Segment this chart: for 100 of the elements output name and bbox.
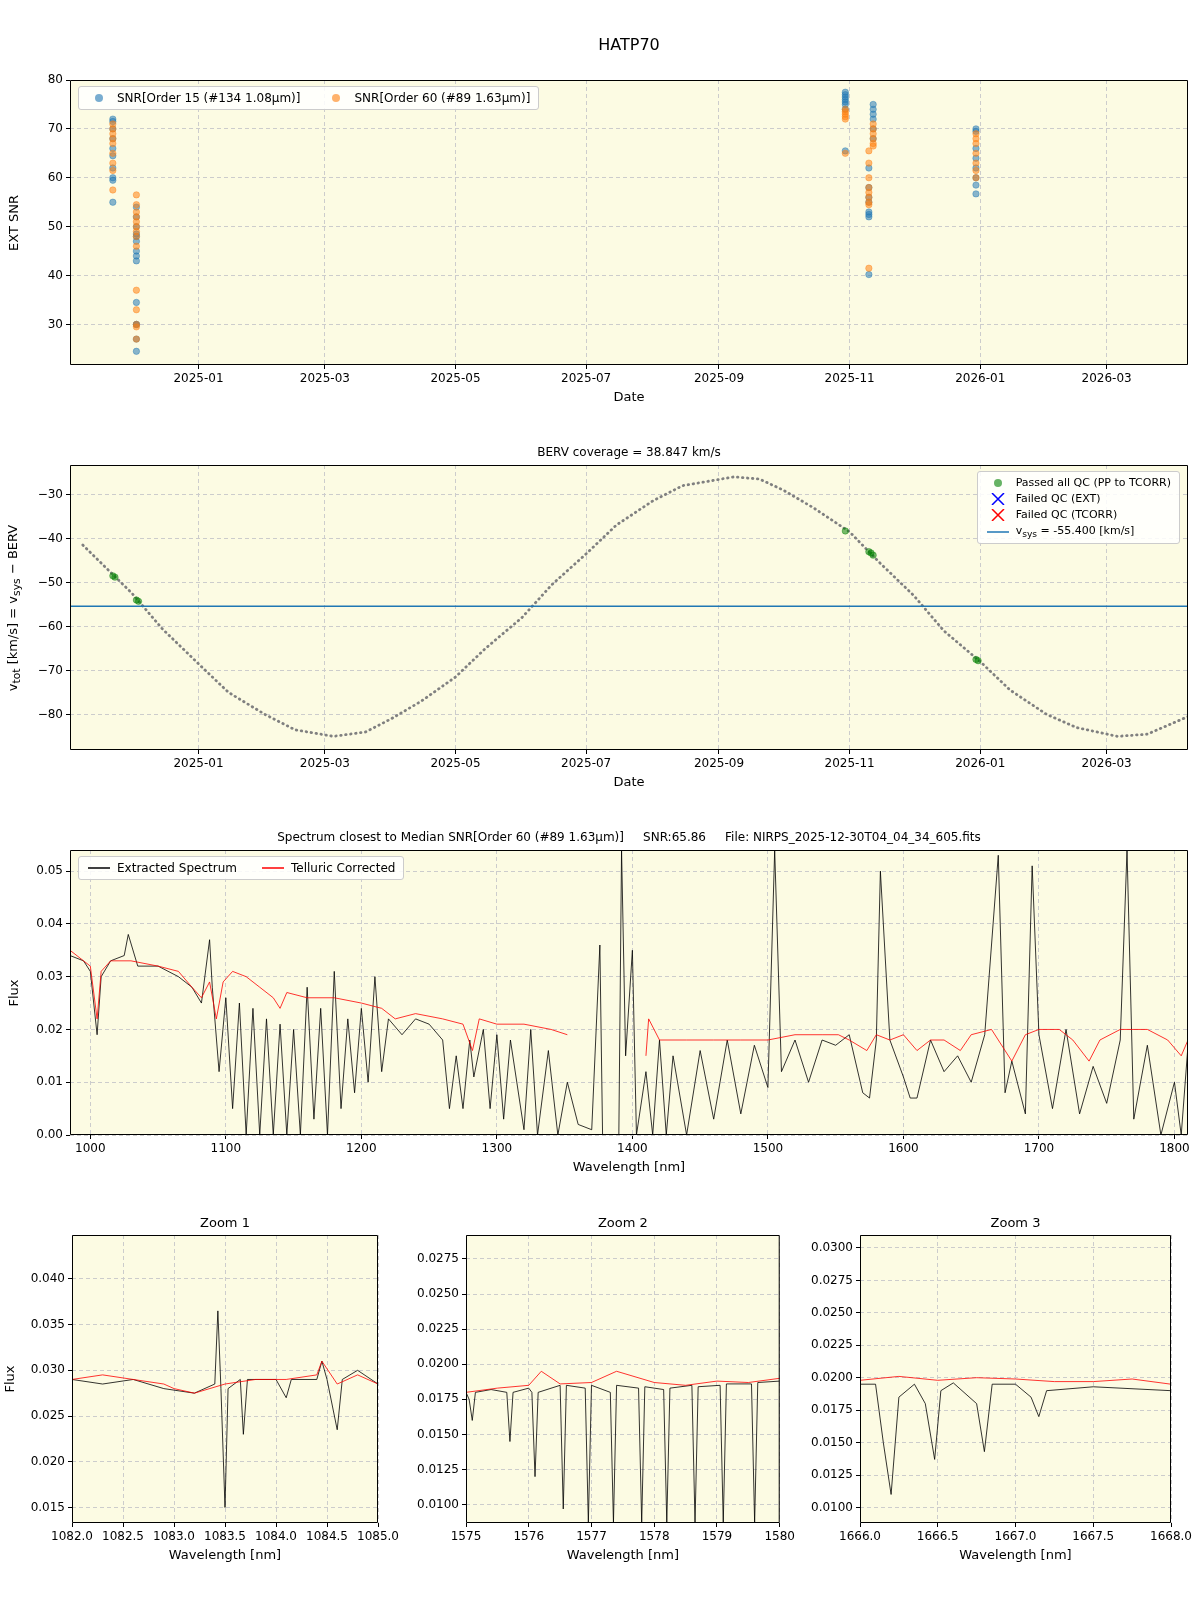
point (972, 159, 980, 167)
x-tick-label: 1666.5 (916, 1529, 959, 1544)
point (132, 306, 140, 314)
x-tick-label: 1085.0 (357, 1529, 400, 1544)
y-tick-label: 0.040 (30, 1271, 65, 1286)
y-tick-label: 0.0100 (811, 1499, 853, 1514)
x-tick-label: 1580 (764, 1529, 795, 1544)
x-tick-label: 1500 (752, 1141, 784, 1156)
point (972, 149, 980, 157)
chart-title: Zoom 2 (597, 1215, 648, 1231)
y-tick-label: −40 (37, 530, 63, 545)
y-tick-label: 0.035 (30, 1316, 65, 1331)
point (132, 252, 140, 260)
x-tick-label: 1100 (210, 1141, 242, 1156)
y-tick-label: 0.0300 (811, 1240, 853, 1255)
point (865, 271, 873, 279)
x-tick-label: 1082.5 (102, 1529, 144, 1544)
x-tick-label: 2025-01 (173, 756, 224, 771)
point (109, 130, 117, 138)
y-tick-label: −30 (37, 486, 63, 501)
x-axis-title: Wavelength [nm] (959, 1547, 1072, 1563)
x-tick-label: 2025-09 (693, 756, 745, 771)
point (865, 188, 873, 196)
y-tick-label: 0.0125 (417, 1461, 459, 1476)
point (109, 159, 117, 167)
y-tick-label: 0.0275 (417, 1251, 459, 1266)
x-tick-label: 2025-03 (299, 371, 350, 386)
x-tick-label: 1800 (1159, 1141, 1190, 1156)
point (972, 181, 980, 189)
y-axis-title: EXT SNR (6, 194, 22, 251)
point (865, 147, 873, 155)
y-tick-label: 0.0100 (417, 1496, 459, 1511)
point (132, 242, 140, 250)
y-tick-label: 40 (47, 267, 63, 282)
point (865, 264, 873, 272)
y-tick-label: 0.0200 (811, 1369, 853, 1384)
x-tick-label: 2025-07 (561, 371, 612, 386)
point (865, 159, 873, 167)
y-tick-label: 60 (47, 169, 63, 184)
x-tick-label: 1578 (638, 1529, 670, 1544)
y-tick-label: 0.0250 (417, 1286, 459, 1301)
y-tick-label: 0.04 (36, 916, 63, 931)
point (869, 110, 877, 118)
point (869, 120, 877, 128)
x-tick-label: 1667.0 (994, 1529, 1037, 1544)
y-tick-label: 0.0275 (811, 1272, 853, 1287)
y-tick-label: 0.020 (30, 1453, 65, 1468)
x-tick-label: 2025-03 (299, 756, 350, 771)
y-tick-label: 70 (47, 121, 63, 136)
y-tick-label: 0.0125 (811, 1467, 853, 1482)
point (132, 286, 140, 294)
point (869, 105, 877, 113)
point (869, 130, 877, 138)
y-tick-label: 0.030 (30, 1362, 65, 1377)
x-tick-label: 2025-05 (430, 756, 481, 771)
x-tick-label: 2026-03 (1081, 371, 1132, 386)
x-tick-label: 1000 (75, 1141, 106, 1156)
y-tick-label: 0.0200 (417, 1356, 459, 1371)
x-axis-title: Wavelength [nm] (572, 1159, 686, 1175)
chart-title: BERV coverage = 38.847 km/s (537, 445, 721, 460)
x-tick-label: 1084.5 (306, 1529, 348, 1544)
x-axis-title: Wavelength [nm] (168, 1547, 282, 1563)
point (869, 100, 877, 108)
x-tick-label: 2026-03 (1081, 756, 1132, 771)
y-tick-label: −50 (37, 574, 63, 589)
y-tick-label: 80 (47, 72, 63, 87)
chart-title: Spectrum closest to Median SNR[Order 60 (#89 1.63μm)] SNR:65.86 File: NIRPS_2025-12-30T04_04_34_605.fits (277, 830, 981, 845)
point (865, 164, 873, 172)
y-axis-title: Flux (2, 1365, 18, 1393)
x-tick-label: 2025-09 (693, 371, 745, 386)
point (841, 527, 849, 535)
legend-label: v$_{sys}$ = -55.400 [km/s] (1015, 524, 1135, 540)
chart-title: Zoom 1 (200, 1215, 250, 1231)
point (972, 190, 980, 198)
x-tick-label: 1082.0 (51, 1529, 93, 1544)
x-tick-label: 1575 (450, 1529, 482, 1544)
x-tick-label: 2026-01 (955, 756, 1006, 771)
y-tick-label: −80 (37, 706, 63, 721)
x-tick-label: 1300 (481, 1141, 513, 1156)
y-tick-label: 0.0175 (417, 1391, 459, 1406)
point (132, 347, 140, 355)
x-tick-label: 1576 (513, 1529, 545, 1544)
legend-label: SNR[Order 15 (#134 1.08μm)] (117, 91, 301, 105)
point (109, 198, 117, 206)
point (109, 186, 117, 194)
x-tick-label: 1084.0 (255, 1529, 297, 1544)
legend-label: Failed QC (TCORR) (1015, 508, 1118, 521)
x-axis-title: Wavelength [nm] (566, 1547, 680, 1563)
x-axis-title: Date (613, 774, 645, 790)
legend-label: Telluric Corrected (290, 861, 396, 875)
x-tick-label: 1400 (617, 1141, 648, 1156)
legend-label: Extracted Spectrum (117, 861, 237, 875)
x-axis-title: Date (613, 389, 645, 405)
point (132, 257, 140, 265)
y-tick-label: 0.01 (36, 1074, 63, 1089)
x-tick-label: 1083.0 (153, 1529, 195, 1544)
y-tick-label: 0.02 (36, 1021, 63, 1036)
y-tick-label: 0.015 (30, 1499, 65, 1514)
chart-title: Zoom 3 (990, 1215, 1041, 1231)
x-tick-label: 1200 (346, 1141, 377, 1156)
